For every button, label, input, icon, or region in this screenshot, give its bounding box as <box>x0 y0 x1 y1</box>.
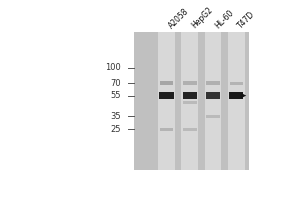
Bar <box>206 92 220 99</box>
Polygon shape <box>241 93 246 98</box>
Bar <box>229 92 244 99</box>
Bar <box>158 32 175 170</box>
Bar <box>183 92 197 99</box>
Bar <box>160 128 173 131</box>
Text: 70: 70 <box>111 79 121 88</box>
Bar <box>160 81 173 85</box>
Bar <box>206 115 220 118</box>
Text: T47D: T47D <box>236 9 257 30</box>
Text: 100: 100 <box>106 63 121 72</box>
Bar <box>182 32 198 170</box>
Bar <box>183 101 196 104</box>
Bar <box>206 81 220 85</box>
Text: HL-60: HL-60 <box>213 8 235 30</box>
Text: 35: 35 <box>111 112 121 121</box>
Bar <box>228 32 245 170</box>
Bar <box>205 32 221 170</box>
Text: HepG2: HepG2 <box>190 5 214 30</box>
Bar <box>183 128 196 131</box>
Bar <box>230 82 243 85</box>
Bar <box>134 32 249 170</box>
Bar <box>159 92 174 99</box>
Text: A2058: A2058 <box>167 6 190 30</box>
Bar <box>183 81 196 85</box>
Text: 55: 55 <box>111 91 121 100</box>
Text: 25: 25 <box>111 125 121 134</box>
